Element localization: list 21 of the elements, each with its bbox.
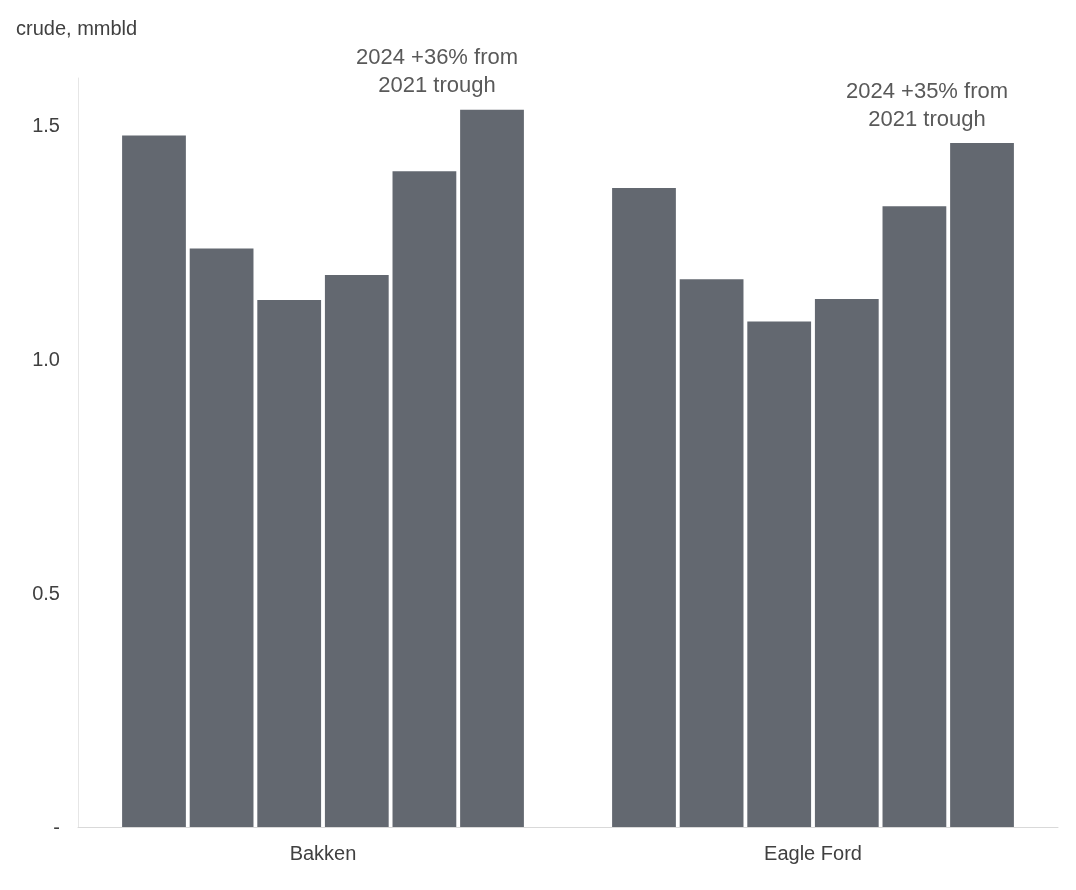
bar [950, 143, 1014, 827]
y-axis-title: crude, mmbld [16, 17, 138, 39]
bar [257, 299, 322, 827]
y-tick-label: 0.5 [32, 581, 60, 604]
bar [189, 248, 254, 827]
annotation: 2024 +36% from 2021 trough [355, 44, 519, 98]
x-tick-label: Bakken [289, 842, 357, 864]
y-tick-label: 1.5 [32, 113, 60, 136]
bar [814, 298, 879, 827]
bar [392, 171, 457, 827]
bar [882, 206, 947, 827]
bar [679, 279, 744, 827]
y-tick-label: 1.0 [32, 347, 60, 370]
bar [612, 188, 676, 827]
bar [324, 275, 389, 827]
annotation: 2024 +35% from 2021 trough [845, 77, 1009, 131]
bar [460, 109, 524, 827]
x-tick-label: Eagle Ford [764, 842, 862, 864]
bar [122, 135, 186, 827]
bar [747, 321, 812, 827]
y-tick-label: - [53, 816, 60, 838]
